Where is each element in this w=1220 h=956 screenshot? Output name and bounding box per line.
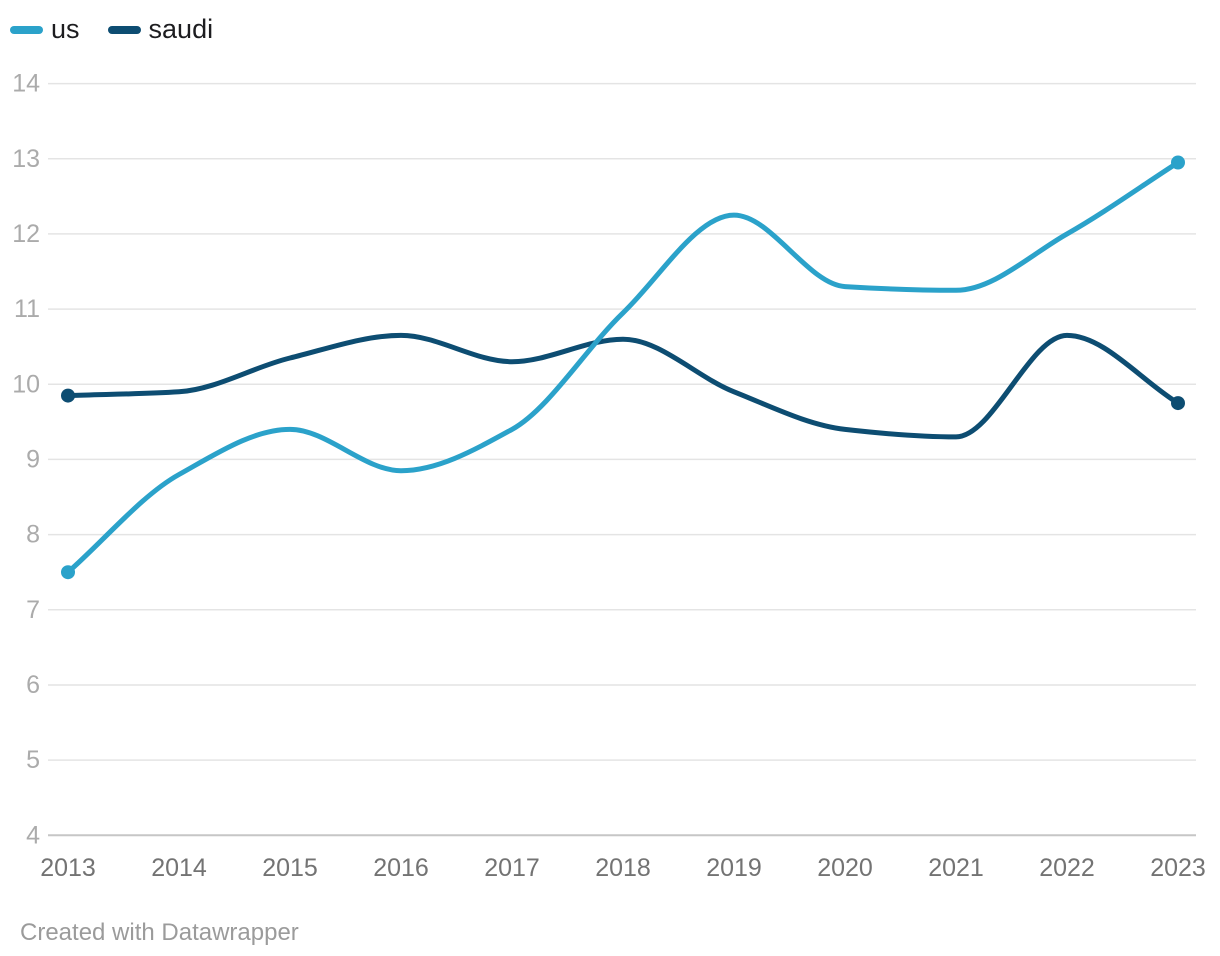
x-tick-label-2020: 2020 (817, 854, 873, 882)
y-tick-label-8: 8 (26, 521, 40, 549)
x-tick-label-2017: 2017 (484, 854, 540, 882)
credit-line: Created with Datawrapper (20, 919, 299, 946)
series-line-saudi (65, 332, 1181, 440)
y-tick-label-14: 14 (12, 70, 40, 98)
y-tick-label-10: 10 (12, 370, 40, 398)
x-tick-label-2014: 2014 (151, 854, 207, 882)
x-tick-label-2013: 2013 (40, 854, 96, 882)
x-tick-label-2021: 2021 (928, 854, 984, 882)
y-tick-label-7: 7 (26, 596, 40, 624)
endpoint-marker-saudi-2013 (61, 388, 75, 403)
legend-item-us: us (10, 16, 80, 43)
y-tick-label-9: 9 (26, 445, 40, 473)
endpoint-marker-us-2023 (1171, 155, 1185, 170)
y-tick-label-12: 12 (12, 220, 40, 248)
series-line-us (65, 160, 1181, 575)
legend-label-us: us (51, 14, 80, 44)
legend-item-saudi: saudi (107, 14, 214, 44)
legend-label-saudi: saudi (148, 14, 214, 44)
y-tick-label-6: 6 (26, 671, 40, 699)
x-tick-label-2016: 2016 (373, 854, 429, 882)
legend-swatch-saudi-icon (107, 25, 141, 34)
y-tick-label-11: 11 (14, 295, 40, 323)
chart-legend: us saudi (10, 16, 213, 43)
x-tick-label-2019: 2019 (706, 854, 762, 882)
endpoint-marker-saudi-2023 (1171, 396, 1185, 411)
y-tick-label-5: 5 (26, 746, 40, 774)
endpoint-marker-us-2013 (61, 565, 75, 580)
legend-swatch-us-icon (10, 25, 43, 34)
x-tick-label-2022: 2022 (1039, 854, 1095, 882)
x-tick-label-2018: 2018 (595, 854, 651, 882)
x-tick-label-2023: 2023 (1150, 854, 1206, 882)
y-tick-label-4: 4 (26, 821, 40, 849)
y-tick-label-13: 13 (12, 145, 40, 173)
x-tick-label-2015: 2015 (262, 854, 318, 882)
